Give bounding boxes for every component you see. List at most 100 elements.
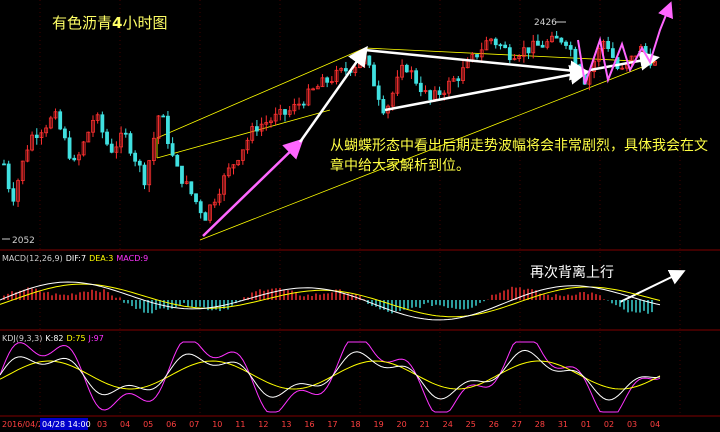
candle-body — [540, 44, 545, 48]
candle-body — [297, 103, 301, 106]
candle-body — [77, 154, 81, 161]
candle-body — [166, 115, 170, 145]
candle-body — [573, 48, 578, 66]
white-up-arrow — [298, 45, 368, 143]
candle-body — [484, 40, 489, 51]
x-axis-cursor-label: 04/28 14:00 — [42, 420, 91, 429]
candle-body — [306, 88, 311, 106]
candle-body — [550, 35, 554, 43]
pink-up-arrow — [202, 138, 304, 237]
macd-name: MACD(12,26,9) — [2, 254, 63, 263]
candle-body — [517, 55, 522, 60]
candle-body — [390, 92, 395, 107]
candle-body — [2, 163, 6, 166]
candle-body — [58, 111, 63, 130]
candle-body — [156, 115, 161, 139]
candle-body — [442, 92, 447, 95]
x-axis-tick-label: 13 — [281, 420, 291, 429]
candle-body — [311, 88, 316, 91]
candle-body — [526, 47, 531, 54]
candle-body — [451, 78, 456, 82]
candle-body — [151, 137, 156, 162]
candle-body — [367, 55, 372, 66]
x-axis-tick-label: 03 — [97, 420, 107, 429]
candle-body — [381, 99, 386, 114]
white-converge-arrow — [384, 64, 590, 112]
pattern-line — [156, 109, 331, 159]
candle-body — [456, 78, 461, 81]
candle-body — [409, 70, 414, 73]
candle-body — [114, 146, 119, 153]
candle-body — [217, 193, 222, 203]
grid-lines — [0, 0, 720, 417]
macd-lines — [0, 281, 661, 321]
price-low-label: 2052 — [12, 236, 35, 246]
x-axis-tick-label: 25 — [466, 420, 476, 429]
candle-body — [343, 68, 348, 72]
candle-body — [161, 115, 166, 118]
candle-body — [507, 47, 512, 61]
candle-body — [568, 45, 573, 50]
candle-body — [554, 35, 559, 39]
kdj-k-value: K:82 — [45, 334, 64, 343]
pattern-line — [199, 61, 656, 241]
x-axis-tick-label: 06 — [166, 420, 176, 429]
x-axis-tick-label: 12 — [258, 420, 268, 429]
candle-body — [423, 90, 428, 93]
candle-body — [536, 40, 540, 46]
candle-body — [137, 160, 142, 166]
candle-body — [292, 103, 297, 112]
candle-body — [489, 38, 493, 42]
kdj-d-line — [0, 360, 661, 390]
candle-body — [72, 157, 77, 161]
candle-body — [301, 103, 306, 106]
x-axis-tick-label: 07 — [189, 420, 199, 429]
x-axis-start-label: 2016/04/28 — [2, 420, 48, 429]
candle-body — [226, 167, 231, 177]
candle-body — [610, 48, 615, 58]
candle-body — [545, 41, 550, 48]
candle-body — [376, 85, 381, 100]
candle-body — [264, 122, 269, 125]
candle-body — [180, 165, 184, 184]
candle-body — [315, 86, 320, 90]
x-axis-tick-label: 27 — [512, 420, 522, 429]
candle-body — [123, 132, 128, 135]
candle-body — [564, 41, 568, 46]
candle-body — [44, 127, 49, 134]
candle-body — [48, 117, 53, 129]
candle-body — [259, 123, 264, 132]
x-axis-tick-label: 19 — [374, 420, 384, 429]
candle-body — [437, 90, 442, 95]
candle-body — [521, 47, 526, 57]
candle-body — [128, 133, 133, 154]
candle-body — [414, 70, 419, 84]
x-axis-tick-label: 24 — [443, 420, 453, 429]
candle-body — [86, 131, 91, 143]
pink-zigzag-arrow — [577, 1, 673, 85]
macd-dif-line — [0, 281, 661, 321]
candle-body — [184, 181, 189, 184]
x-axis-tick-label: 05 — [143, 420, 153, 429]
candle-body — [418, 82, 423, 93]
x-axis-tick-label: 01 — [581, 420, 591, 429]
candle-body — [287, 110, 292, 115]
candle-body — [39, 132, 44, 138]
candle-body — [189, 181, 194, 195]
x-axis-tick-label: 02 — [604, 420, 614, 429]
candle-body — [606, 41, 611, 50]
candle-body — [592, 60, 597, 73]
candle-body — [325, 77, 330, 83]
candle-body — [498, 44, 503, 47]
candle-body — [250, 126, 255, 141]
candle-body — [34, 134, 39, 138]
candle-body — [273, 113, 278, 122]
candle-body — [100, 114, 105, 133]
price-high-label: 2426 — [534, 18, 557, 28]
macd-dif-value: DIF:7 — [65, 254, 87, 263]
candle-body — [25, 149, 30, 162]
candle-body — [222, 175, 227, 195]
x-axis-tick-label: 04 — [120, 420, 130, 429]
candle-body — [231, 164, 236, 169]
